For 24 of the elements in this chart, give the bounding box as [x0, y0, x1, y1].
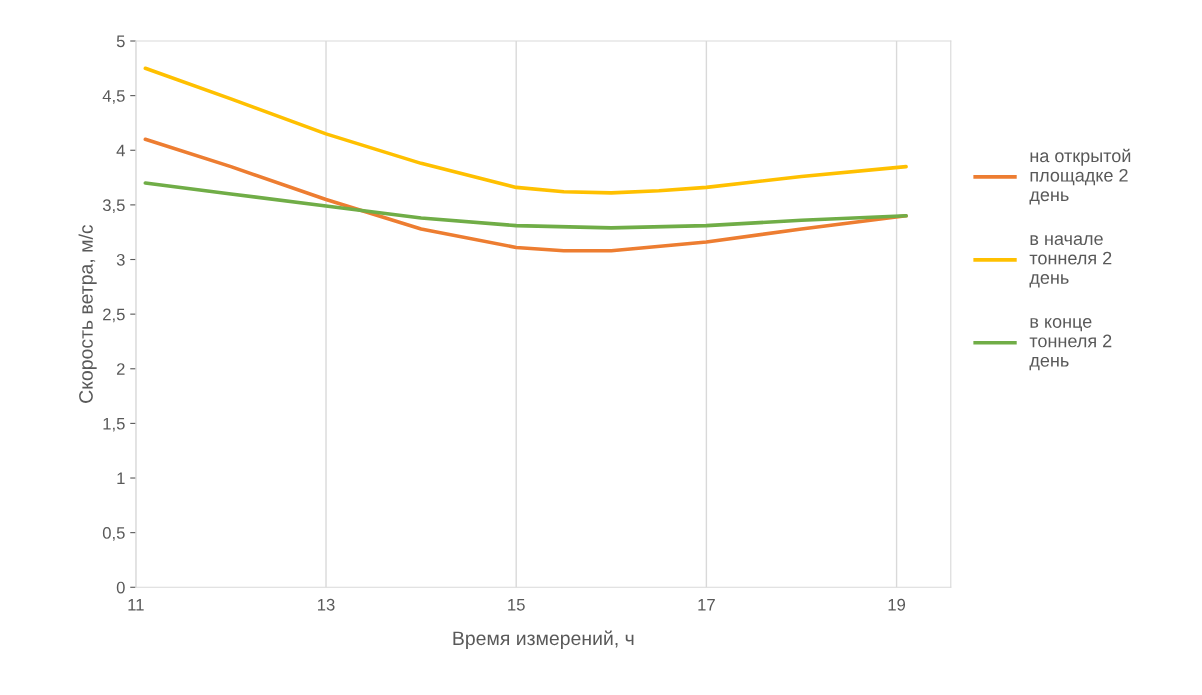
y-tick-label: 5	[116, 35, 125, 48]
legend-label: в начале тоннеля 2 день	[1029, 235, 1112, 288]
x-tick-label: 11	[128, 599, 144, 611]
y-tick-label: 1,5	[103, 417, 125, 432]
y-tick-label: 0,5	[102, 527, 125, 541]
y-axis-title: Скорость ветра, м/с	[78, 224, 97, 403]
y-tick-label: 2	[116, 363, 125, 375]
x-tick-label: 17	[698, 599, 715, 611]
y-tick-label: 4,5	[102, 90, 125, 104]
y-tick-label: 3	[116, 253, 125, 266]
x-tick-label: 13	[318, 598, 335, 611]
y-tick-label: 0	[116, 581, 125, 594]
legend-label: в конце тоннеля 2 день	[1029, 317, 1112, 371]
x-axis-title: Время измерений, ч	[453, 630, 634, 650]
y-tick-label: 4	[116, 144, 125, 157]
y-tick-label: 1	[117, 472, 125, 485]
line-series	[143, 137, 908, 253]
line-series	[143, 66, 908, 195]
y-tick-label: 3,5	[102, 199, 125, 214]
y-tick-label: 2,5	[103, 308, 125, 323]
x-tick-label: 19	[888, 598, 906, 611]
legend-label: на открытой площадке 2 день	[1029, 148, 1131, 205]
line-series	[143, 181, 908, 230]
x-tick-label: 15	[508, 599, 525, 611]
